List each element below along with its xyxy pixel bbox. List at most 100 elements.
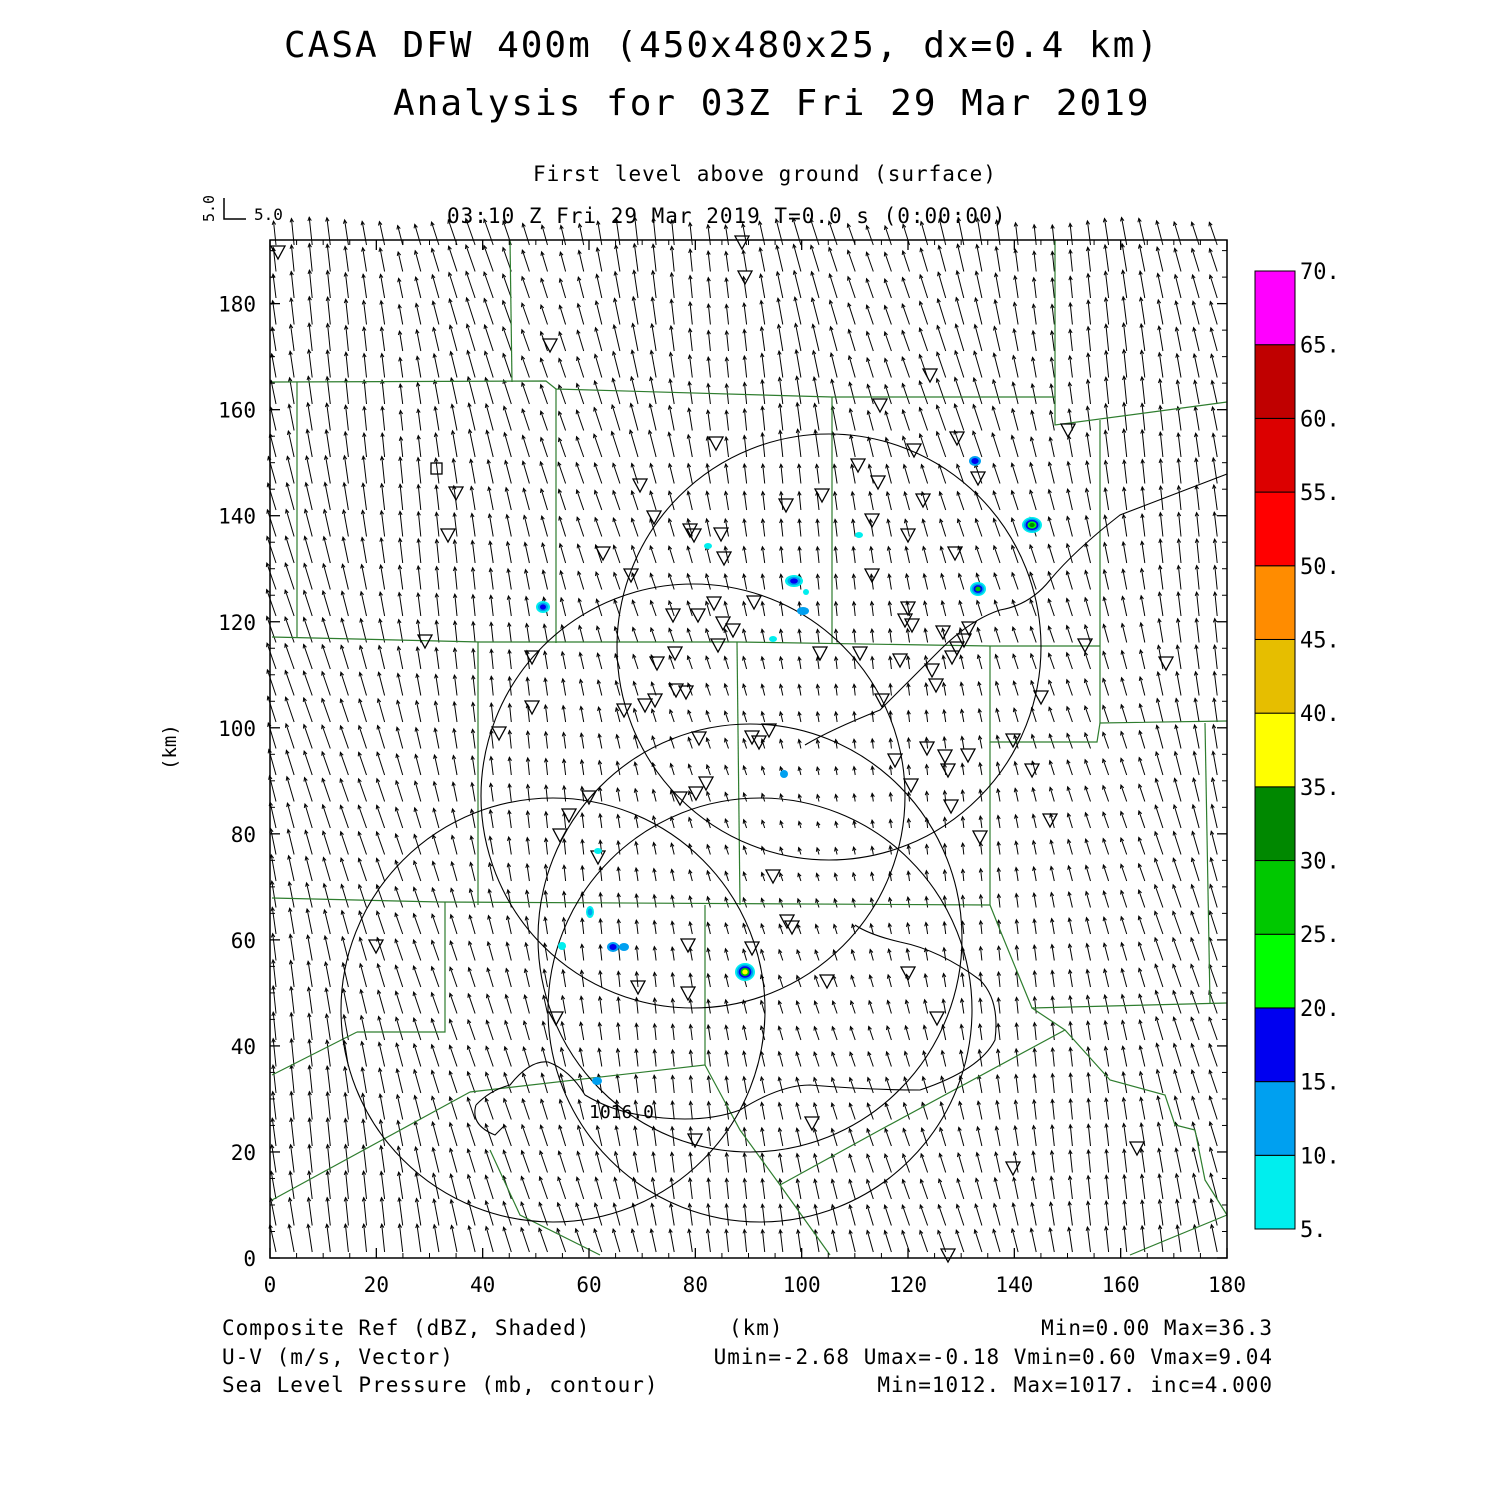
wind-vector-head xyxy=(976,1100,981,1106)
wind-vector xyxy=(1156,1069,1164,1094)
wind-vector xyxy=(306,908,313,935)
wind-vector-head xyxy=(849,1051,854,1057)
wind-vector-head xyxy=(360,563,365,569)
wind-vector xyxy=(810,218,820,246)
pressure-contour xyxy=(474,1104,506,1136)
wind-vector-head xyxy=(285,481,290,488)
wind-vector xyxy=(561,995,567,1014)
wind-vector-head xyxy=(1029,489,1034,495)
wind-vector xyxy=(363,1224,367,1253)
wind-vector-head xyxy=(1085,405,1090,411)
wind-vector xyxy=(345,325,349,352)
wind-vector xyxy=(378,1016,386,1041)
wind-vector-head xyxy=(939,1100,944,1107)
wind-vector-head xyxy=(902,1152,907,1159)
wind-vector-head xyxy=(1086,1148,1091,1154)
wind-vector-head xyxy=(577,222,583,228)
wind-vector-head xyxy=(956,463,961,469)
wind-vector xyxy=(853,739,856,749)
wind-vector xyxy=(284,616,295,643)
wind-vector xyxy=(363,406,367,431)
wind-vector xyxy=(743,1178,748,1200)
wind-vector xyxy=(1213,512,1218,537)
wind-vector-head xyxy=(505,513,510,519)
wind-vector-head xyxy=(887,572,892,579)
wind-vector xyxy=(634,1100,639,1120)
wind-vector-head xyxy=(918,406,923,412)
wind-vector xyxy=(1123,1123,1128,1147)
wind-vector xyxy=(725,1178,729,1200)
wind-vector-head xyxy=(667,490,673,496)
wind-vector xyxy=(380,300,386,325)
wind-vector xyxy=(435,647,440,670)
wind-vector-head xyxy=(760,405,765,411)
wind-vector-head xyxy=(813,1203,818,1209)
wind-vector xyxy=(760,1051,766,1067)
wind-vector xyxy=(545,838,548,855)
wind-vector xyxy=(504,1020,512,1041)
wind-vector xyxy=(307,402,313,431)
wind-vector-head xyxy=(906,896,911,902)
wind-vector xyxy=(395,860,404,882)
wind-vector xyxy=(926,844,929,855)
site-triangle xyxy=(664,608,682,624)
wind-vector xyxy=(942,628,947,643)
wind-vector xyxy=(431,221,440,246)
wind-vector-head xyxy=(724,1202,729,1208)
wind-vector-head xyxy=(339,724,344,730)
wind-vector-head xyxy=(978,945,984,951)
wind-vector xyxy=(1173,1069,1182,1094)
wind-vector xyxy=(978,735,983,749)
wind-vector xyxy=(724,225,729,246)
wind-vector-head xyxy=(906,870,911,876)
wind-vector xyxy=(290,1012,295,1041)
wind-vector-head xyxy=(288,350,293,356)
wind-vector-head xyxy=(1014,1047,1019,1053)
wind-vector xyxy=(889,628,892,643)
wind-vector-head xyxy=(1014,813,1019,819)
wind-vector xyxy=(835,656,838,670)
wind-vector xyxy=(545,811,548,829)
wind-vector-head xyxy=(795,375,800,381)
wind-vector xyxy=(798,656,802,670)
wind-vector-head xyxy=(306,934,311,940)
wind-vector-head xyxy=(815,628,821,634)
wind-vector xyxy=(1155,1016,1164,1041)
wind-vector xyxy=(381,1224,386,1253)
wind-vector-head xyxy=(978,761,983,767)
wind-vector xyxy=(1049,760,1055,776)
wind-vector xyxy=(707,948,711,961)
wind-vector xyxy=(653,972,657,988)
wind-vector-head xyxy=(339,751,344,757)
wind-vector-head xyxy=(797,820,803,826)
wind-vector xyxy=(779,846,784,855)
wind-vector xyxy=(1138,994,1146,1014)
wind-vector-head xyxy=(1102,650,1107,656)
wind-vector-head xyxy=(848,1076,854,1082)
y-tick-label: 80 xyxy=(231,823,256,847)
wind-vector xyxy=(743,574,748,590)
wind-vector xyxy=(520,1201,530,1226)
wind-vector-head xyxy=(561,731,567,737)
wind-vector-head xyxy=(847,328,852,334)
wind-vector-head xyxy=(1191,300,1196,306)
wind-vector xyxy=(847,250,856,272)
site-triangle xyxy=(677,685,695,701)
wind-vector xyxy=(1029,490,1037,511)
wind-vector-head xyxy=(1137,217,1142,223)
wind-vector-head xyxy=(1032,969,1037,975)
wind-vector-head xyxy=(634,944,639,950)
wind-vector xyxy=(526,677,530,696)
wind-vector-head xyxy=(307,1064,312,1070)
wind-vector xyxy=(1190,911,1200,935)
wind-vector-head xyxy=(341,563,346,569)
wind-vector-head xyxy=(706,998,711,1004)
wind-vector-head xyxy=(649,462,654,468)
wind-vector-head xyxy=(1158,538,1163,544)
wind-vector-head xyxy=(562,837,567,843)
wind-vector xyxy=(1209,301,1218,325)
wind-vector xyxy=(779,430,784,458)
wind-vector-head xyxy=(542,968,547,974)
wind-vector-head xyxy=(849,999,855,1006)
